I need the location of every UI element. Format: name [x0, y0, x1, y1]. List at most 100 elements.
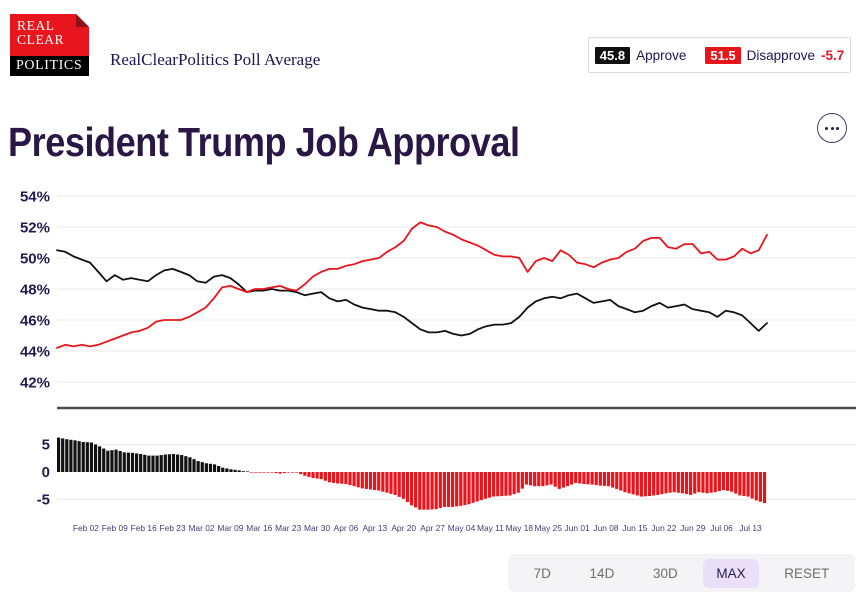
spread-bar — [155, 455, 159, 472]
range-button-30d[interactable]: 30D — [640, 559, 691, 588]
spread-bar — [627, 472, 631, 494]
spread-bar — [594, 472, 598, 486]
spread-bar — [134, 453, 139, 472]
spread-bar — [717, 472, 721, 492]
y-axis-tick-label: 48% — [20, 282, 50, 299]
spread-bar — [492, 472, 496, 497]
spread-bar — [126, 452, 130, 472]
x-axis-tick-label: Apr 20 — [391, 523, 416, 533]
spread-bar — [373, 472, 377, 491]
spread-bar — [241, 471, 245, 472]
spread-bar — [130, 452, 135, 472]
spread-bar — [680, 472, 685, 494]
spread-bar — [397, 472, 401, 497]
spread-bar — [730, 472, 734, 492]
spread-bar — [98, 446, 102, 472]
spread-bar — [656, 472, 660, 495]
disapprove-line — [56, 221, 768, 349]
spread-bar — [570, 472, 574, 485]
spread-bar — [725, 472, 730, 491]
range-button-max[interactable]: MAX — [703, 558, 759, 588]
spread-bar — [693, 472, 697, 494]
spread-bar — [303, 472, 307, 476]
x-axis-tick-label: Feb 02 — [73, 523, 99, 533]
spread-bar — [327, 472, 332, 483]
spread-bar — [352, 472, 356, 487]
spread-bar — [611, 472, 615, 488]
spread-bar — [93, 444, 98, 472]
spread-bar — [204, 463, 208, 472]
approve-value-badge: 45.8 — [594, 46, 631, 64]
spread-bar — [167, 454, 172, 472]
range-button-14d[interactable]: 14D — [577, 559, 628, 588]
ellipsis-icon — [836, 126, 839, 130]
spread-bar — [578, 472, 582, 484]
x-axis-tick-label: Apr 06 — [334, 523, 359, 533]
spread-bar — [151, 455, 155, 472]
x-axis-tick-label: Mar 16 — [246, 523, 272, 533]
spread-bar — [315, 472, 319, 479]
spread-bar — [615, 472, 619, 489]
x-axis-tick-label: Mar 09 — [217, 523, 243, 533]
spread-bar — [738, 472, 742, 496]
spread-bar — [479, 472, 483, 501]
approve-label: Approve — [636, 47, 687, 63]
page-title: President Trump Job Approval — [8, 119, 520, 166]
spread-bar — [713, 472, 717, 493]
spread-y-tick-label: 5 — [42, 437, 50, 454]
spread-bar — [57, 437, 61, 472]
spread-bar — [368, 472, 373, 490]
spread-bar — [586, 472, 590, 485]
spread-bar — [221, 467, 225, 472]
spread-bar — [180, 455, 184, 472]
range-button-7d[interactable]: 7D — [521, 559, 564, 588]
x-axis-tick-label: Jun 29 — [680, 523, 705, 533]
spread-bar — [69, 439, 73, 472]
y-axis-tick-label: 52% — [20, 220, 50, 237]
approval-line-chart[interactable]: 54% 52% 50% 48% 46% 44% 42% — [0, 185, 859, 420]
spread-bar — [512, 472, 516, 495]
spread-bar — [602, 472, 607, 486]
spread-bar — [553, 472, 557, 487]
spread-bar — [147, 455, 151, 472]
x-axis-tick-label: Jul 13 — [739, 523, 762, 533]
poll-average-subtitle: RealClearPolitics Poll Average — [110, 50, 321, 69]
spread-bar — [672, 472, 676, 493]
approval-legend: 45.8 Approve 51.5 Disapprove -5.7 — [588, 37, 851, 73]
spread-bar — [475, 472, 479, 502]
approve-line — [56, 249, 768, 337]
spread-bar — [139, 453, 143, 472]
reset-button[interactable]: RESET — [771, 559, 842, 588]
realclearpolitics-logo: REAL CLEAR POLITICS — [10, 14, 89, 76]
spread-bar — [500, 472, 504, 497]
x-axis-tick-label: Apr 13 — [362, 523, 387, 533]
spread-bar — [442, 472, 446, 507]
spread-value: -5.7 — [820, 47, 845, 63]
spread-bar-chart[interactable]: 5 0 -5 Feb 02 Feb 09 Feb 16 Feb 23 Mar 02 Mar 09… — [0, 430, 859, 538]
spread-bar — [245, 471, 249, 472]
spread-bar — [61, 438, 65, 472]
x-axis-tick-label: Jun 01 — [565, 523, 590, 533]
spread-bar — [516, 472, 520, 493]
spread-bar — [734, 472, 738, 494]
chart-options-button[interactable] — [817, 113, 847, 143]
spread-bar — [721, 472, 726, 491]
y-axis-tick-label: 50% — [20, 251, 50, 268]
spread-bar — [418, 472, 422, 510]
spread-bar — [664, 472, 668, 494]
spread-y-tick-label: -5 — [37, 491, 50, 508]
spread-bar — [106, 450, 110, 472]
spread-bar — [434, 472, 438, 510]
spread-bar — [323, 472, 327, 481]
spread-bar — [143, 454, 147, 472]
spread-bar — [81, 441, 85, 472]
spread-bar — [537, 472, 541, 487]
spread-bar — [405, 472, 410, 503]
spread-bar — [192, 459, 196, 472]
spread-bar — [381, 472, 385, 492]
spread-bar — [208, 463, 213, 472]
logo-text-real: REAL — [17, 18, 55, 33]
spread-bar — [701, 472, 705, 493]
spread-bar — [541, 472, 545, 487]
